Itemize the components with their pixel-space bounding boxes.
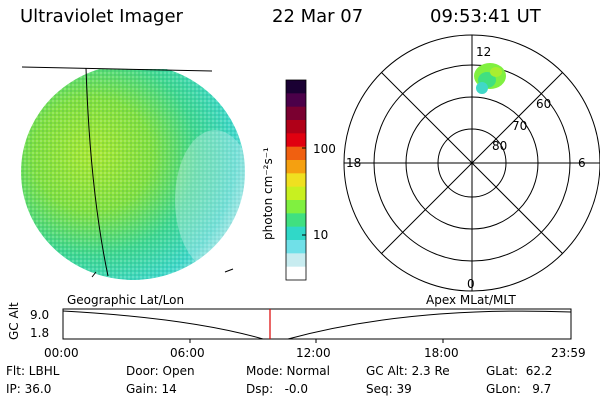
colorbar-tick-10: 10: [313, 228, 329, 242]
timeline-xtick: 18:00: [424, 346, 459, 360]
timeline-xtick: 12:00: [296, 346, 331, 360]
colorbar-tick-100: 100: [313, 142, 336, 156]
timeline-xtick: 06:00: [170, 346, 205, 360]
colorbar-band: [286, 133, 306, 148]
info-door: Door: Open: [126, 364, 195, 378]
date-label: 22 Mar 07: [272, 6, 364, 27]
tick-mark: [91, 271, 97, 278]
colorbar-band: [286, 213, 306, 228]
timeline-ytick-bottom: 1.8: [30, 326, 50, 340]
colorbar-frame: [285, 79, 307, 281]
colorbar-unit-label: photon cm⁻²s⁻¹: [261, 147, 275, 240]
info-gain: Gain: 14: [126, 382, 177, 396]
colorbar-band: [286, 266, 306, 281]
info-glon: GLon: 9.7: [486, 382, 552, 396]
lat-label-70: 70: [512, 119, 528, 133]
info-gc-alt: GC Alt: 2.3 Re: [366, 364, 450, 378]
info-filter: Flt: LBHL: [6, 364, 60, 378]
timeline-left-title: Geographic Lat/Lon: [67, 293, 185, 307]
polar-plot: [343, 34, 600, 292]
colorbar-band: [286, 253, 306, 268]
info-seq: Seq: 39: [366, 382, 412, 396]
mlt-label-0: 0: [467, 277, 475, 291]
colorbar-band: [286, 200, 306, 214]
colorbar-band: [286, 186, 306, 201]
colorbar-band: [286, 106, 306, 121]
timeline-axis-label: GC Alt: [7, 302, 21, 340]
colorbar-band: [286, 80, 306, 94]
info-dsp: Dsp: -0.0: [246, 382, 309, 396]
timeline-right-title: Apex MLat/MLT: [426, 293, 516, 307]
scan-top-line: [21, 66, 213, 72]
aurora-patch: [474, 63, 506, 94]
time-label: 09:53:41 UT: [430, 6, 541, 27]
timeline-plot: [62, 308, 572, 343]
colorbar-band: [286, 160, 306, 174]
tick-mark: [224, 268, 234, 273]
timeline-xtick: 00:00: [44, 346, 79, 360]
timeline-xtick: 23:59: [551, 346, 586, 360]
colorbar: [286, 80, 306, 281]
colorbar-band: [286, 120, 306, 134]
colorbar-band: [286, 173, 306, 188]
lat-label-80: 80: [492, 139, 508, 153]
info-ip: IP: 36.0: [6, 382, 52, 396]
colorbar-band: [286, 146, 306, 161]
info-mode: Mode: Normal: [246, 364, 330, 378]
colorbar-band: [286, 240, 306, 254]
colorbar-band: [286, 93, 306, 108]
lat-label-60: 60: [536, 97, 552, 111]
info-glat: GLat: 62.2: [486, 364, 553, 378]
instrument-title: Ultraviolet Imager: [20, 6, 183, 27]
mlt-label-6: 6: [578, 156, 586, 170]
uv-disk-image: [20, 60, 250, 280]
mlt-label-12: 12: [476, 45, 492, 59]
colorbar-band: [286, 226, 306, 241]
meridian-line: [85, 67, 109, 277]
mlt-label-18: 18: [346, 156, 362, 170]
timeline-ytick-top: 9.0: [30, 308, 50, 322]
